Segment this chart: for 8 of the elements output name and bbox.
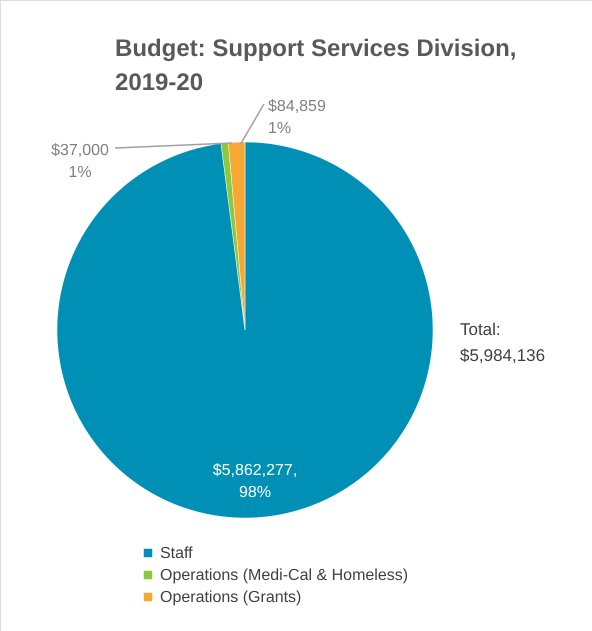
legend-label: Operations (Medi-Cal & Homeless) — [160, 567, 408, 584]
legend-label: Operations (Grants) — [160, 589, 302, 606]
text: Total: $5,984,136 — [460, 320, 546, 365]
legend-label: Staff — [160, 545, 194, 562]
data-label: $84,859 1% — [268, 98, 326, 137]
data-label: $37,000 1% — [51, 142, 110, 181]
chart-title: Budget: Support Services Division, 2019-20 — [115, 35, 516, 96]
data-label: $5,862,277, 98% — [212, 462, 298, 501]
